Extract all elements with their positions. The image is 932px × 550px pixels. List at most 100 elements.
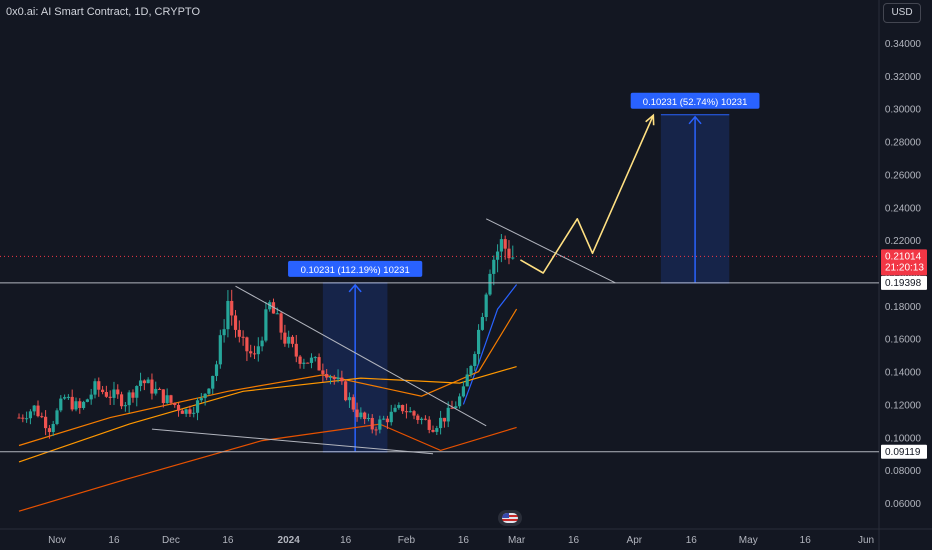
candle-body bbox=[188, 409, 192, 414]
x-tick-label: Feb bbox=[398, 535, 416, 546]
candle bbox=[275, 307, 279, 315]
candle bbox=[503, 235, 507, 260]
candle bbox=[78, 398, 82, 414]
candle-body bbox=[332, 376, 336, 380]
candle bbox=[420, 417, 424, 425]
candle-body bbox=[233, 315, 238, 330]
candle bbox=[230, 289, 234, 326]
candle-body bbox=[344, 381, 348, 401]
candle bbox=[245, 336, 249, 362]
candle bbox=[104, 385, 108, 398]
candle bbox=[211, 375, 215, 395]
candle bbox=[476, 324, 481, 365]
candle bbox=[256, 337, 260, 362]
candle bbox=[17, 413, 21, 419]
candle bbox=[321, 363, 325, 382]
candle-body bbox=[355, 409, 359, 418]
candle bbox=[36, 400, 40, 418]
candle-body bbox=[325, 373, 329, 378]
candle-body bbox=[321, 370, 325, 374]
candle-body bbox=[214, 364, 219, 376]
candle-body bbox=[146, 379, 150, 384]
candle bbox=[25, 411, 29, 423]
candle bbox=[192, 406, 196, 418]
x-tick-label: 16 bbox=[458, 535, 470, 546]
candle bbox=[161, 389, 165, 408]
y-tick-label: 0.22000 bbox=[885, 236, 922, 247]
candle-body bbox=[51, 423, 55, 433]
candle-body bbox=[298, 356, 302, 364]
candle bbox=[28, 409, 33, 425]
candle-body bbox=[495, 251, 500, 260]
candle bbox=[454, 401, 458, 409]
y-tick-label: 0.14000 bbox=[885, 368, 922, 379]
candle bbox=[279, 311, 283, 340]
candle bbox=[408, 407, 412, 413]
candle-body bbox=[28, 411, 33, 419]
candle bbox=[283, 324, 287, 347]
candle-body bbox=[370, 417, 374, 430]
projection-path bbox=[520, 114, 655, 274]
candle-body bbox=[40, 416, 44, 418]
candle bbox=[157, 387, 162, 390]
candle-body bbox=[363, 412, 367, 419]
candle-body bbox=[17, 417, 21, 419]
candle bbox=[382, 415, 386, 421]
candle bbox=[473, 351, 477, 372]
currency-button[interactable]: USD bbox=[883, 3, 921, 23]
upper-level-badge-bg bbox=[881, 275, 927, 290]
candle bbox=[203, 393, 207, 406]
candle bbox=[135, 385, 139, 407]
candle-body bbox=[408, 411, 412, 413]
candle-body bbox=[195, 400, 200, 413]
candle-body bbox=[427, 419, 431, 430]
candle-body bbox=[116, 389, 120, 395]
candle bbox=[397, 402, 401, 410]
candle bbox=[108, 390, 112, 406]
candle bbox=[325, 368, 329, 381]
candle bbox=[351, 394, 355, 413]
candle bbox=[431, 425, 435, 433]
candle bbox=[480, 312, 484, 331]
candle-body bbox=[366, 417, 371, 419]
x-tick-label: 2024 bbox=[278, 535, 301, 546]
candle bbox=[176, 402, 181, 417]
candle bbox=[188, 405, 192, 418]
candle bbox=[131, 389, 135, 403]
candle bbox=[461, 381, 465, 398]
measure-arrowhead bbox=[688, 115, 702, 125]
candle bbox=[199, 392, 203, 403]
candle bbox=[112, 381, 116, 405]
candle-body bbox=[226, 300, 230, 330]
candle-body bbox=[446, 407, 450, 422]
candle bbox=[89, 388, 93, 405]
y-tick-label: 0.18000 bbox=[885, 302, 922, 313]
candle bbox=[366, 413, 371, 422]
candle-body bbox=[492, 259, 496, 274]
candle bbox=[302, 358, 306, 369]
candle-body bbox=[340, 377, 344, 382]
moving-average-line bbox=[18, 366, 517, 463]
candle-body bbox=[119, 394, 124, 407]
candle bbox=[44, 410, 48, 436]
candle bbox=[401, 404, 405, 414]
candle bbox=[100, 386, 105, 395]
candle-body bbox=[336, 377, 340, 380]
us-flag-icon[interactable] bbox=[498, 510, 522, 526]
candle-body bbox=[176, 405, 181, 411]
candle bbox=[404, 403, 409, 419]
candle bbox=[355, 402, 359, 422]
candle bbox=[378, 415, 382, 434]
last-price-badge-bg bbox=[881, 249, 927, 276]
candle-body bbox=[287, 336, 291, 344]
candle bbox=[306, 362, 310, 364]
candle bbox=[458, 393, 462, 409]
x-tick-label: 16 bbox=[686, 535, 698, 546]
candle-body bbox=[382, 418, 386, 420]
candle-body bbox=[44, 416, 48, 429]
candle bbox=[119, 391, 124, 410]
candle bbox=[344, 379, 348, 402]
candle-body bbox=[192, 412, 196, 414]
candle bbox=[287, 330, 291, 348]
